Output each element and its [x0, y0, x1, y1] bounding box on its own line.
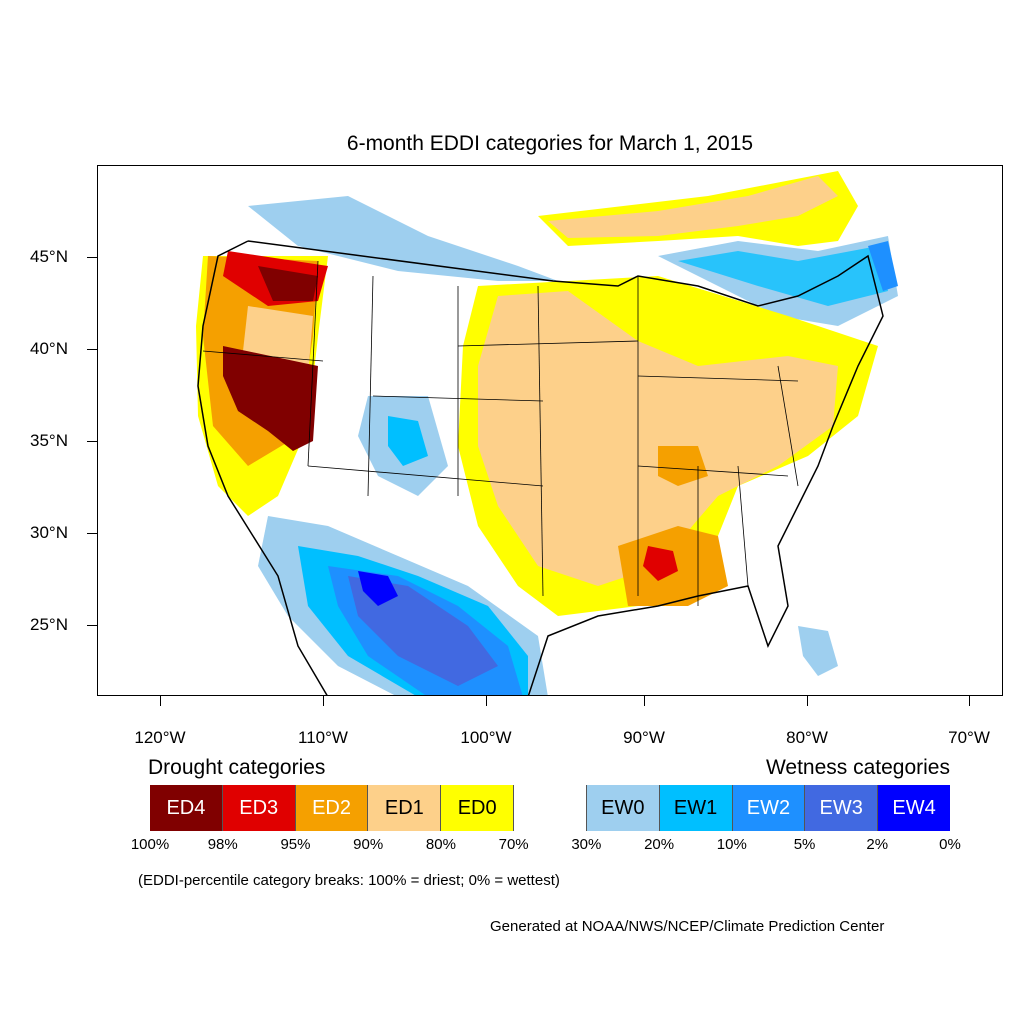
lon-tick — [486, 696, 487, 706]
lat-label-25: 25°N — [30, 615, 68, 634]
lon-tick — [644, 696, 645, 706]
percentile-label: 90% — [353, 836, 384, 853]
category-note: (EDDI-percentile category breaks: 100% =… — [138, 872, 560, 889]
legend-colorbar: ED4 ED3 ED2 ED1 ED0 EW0 EW1 EW2 EW3 EW4 — [150, 785, 950, 831]
percentile-label: 0% — [939, 836, 961, 853]
percentile-label: 95% — [280, 836, 311, 853]
lat-label-45: 45°N — [30, 247, 68, 266]
map-area — [97, 165, 1003, 696]
percentile-label: 20% — [644, 836, 675, 853]
legend-swatch: ED2 — [295, 785, 369, 831]
canada-ed1-region — [548, 176, 838, 238]
lon-tick — [323, 696, 324, 706]
legend-swatch: EW3 — [805, 785, 879, 831]
legend-swatch: ED3 — [222, 785, 296, 831]
lon-label-110: 110°W — [298, 728, 348, 747]
legend-swatch: EW4 — [878, 785, 950, 831]
legend-swatch — [514, 785, 587, 831]
wetness-categories-heading: Wetness categories — [765, 756, 950, 779]
percentile-label: 5% — [793, 836, 816, 853]
legend-swatch: EW1 — [659, 785, 733, 831]
lon-label-70: 70°W — [948, 728, 990, 747]
legend-swatch: ED4 — [150, 785, 223, 831]
lon-label-100: 100°W — [460, 728, 512, 747]
northern-wet-region — [248, 196, 558, 281]
legend-swatch: ED0 — [441, 785, 515, 831]
lat-tick — [87, 533, 97, 534]
percentile-label: 2% — [866, 836, 889, 853]
lon-tick — [969, 696, 970, 706]
florida-ew-region — [798, 626, 838, 676]
percentile-label: 98% — [207, 836, 238, 853]
map-title: 6-month EDDI categories for March 1, 201… — [346, 132, 754, 155]
rockies-ew1-region — [388, 416, 428, 466]
lon-label-90: 90°W — [623, 728, 665, 747]
lat-tick — [87, 257, 97, 258]
eddi-map — [196, 171, 898, 695]
idaho-ed4-region — [258, 266, 318, 301]
kentucky-ed2-region — [658, 446, 708, 486]
maine-ew2-region — [868, 241, 898, 291]
coastline — [197, 240, 884, 695]
northeast-ew1-region — [678, 246, 888, 306]
lat-label-30: 30°N — [30, 523, 68, 542]
percentile-label: 70% — [498, 836, 529, 853]
drought-categories-heading: Drought categories — [148, 756, 326, 779]
lon-tick — [807, 696, 808, 706]
legend-swatch: EW0 — [586, 785, 660, 831]
mexico-ew4-region — [358, 571, 398, 606]
deep-south-ed3-region — [643, 546, 678, 581]
lat-tick — [87, 349, 97, 350]
lat-label-40: 40°N — [30, 339, 68, 358]
lon-label-80: 80°W — [786, 728, 828, 747]
legend-swatch: EW2 — [732, 785, 806, 831]
lat-tick — [87, 441, 97, 442]
state-borders — [202, 260, 799, 606]
central-ed1-region — [478, 291, 838, 586]
nevada-ed4-region — [223, 346, 318, 451]
lon-label-120: 120°W — [134, 728, 186, 747]
percentile-label: 30% — [571, 836, 602, 853]
percentile-label: 100% — [130, 836, 170, 853]
lon-tick — [160, 696, 161, 706]
percentile-label: 80% — [425, 836, 456, 853]
lat-tick — [87, 625, 97, 626]
percentile-label: 10% — [716, 836, 747, 853]
lat-label-35: 35°N — [30, 431, 68, 450]
credit-line: Generated at NOAA/NWS/NCEP/Climate Predi… — [490, 918, 885, 935]
legend-swatch: ED1 — [368, 785, 442, 831]
mexico-ew3-region — [348, 576, 498, 686]
